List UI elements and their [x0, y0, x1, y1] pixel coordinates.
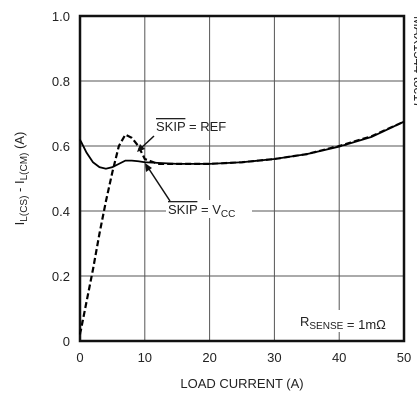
y-tick-label: 0	[63, 334, 70, 349]
y-axis-label-part: - I	[12, 180, 27, 195]
y-tick-label: 0.4	[52, 204, 70, 219]
plot-frame	[78, 14, 406, 343]
annotation-rsense: RSENSE = 1mΩ	[300, 314, 386, 332]
y-axis-label-part: I	[12, 222, 27, 226]
y-tick-label: 0.6	[52, 139, 70, 154]
x-tick-label: 20	[202, 350, 216, 365]
annotation-part: SKIP	[168, 202, 197, 217]
y-axis-label-part: (A)	[12, 132, 27, 153]
annotation-part: R	[300, 314, 309, 329]
annotation-bg	[166, 200, 252, 218]
x-tick-label: 40	[332, 350, 346, 365]
annotation-part: CC	[221, 209, 235, 220]
arrow-head	[145, 163, 152, 172]
x-tick-label: 10	[138, 350, 152, 365]
annotation-part: MAX1544 toc17	[411, 16, 417, 109]
x-axis-label: LOAD CURRENT (A)	[180, 376, 303, 391]
x-tick-label: 30	[267, 350, 281, 365]
series-line	[79, 120, 405, 170]
annotation-toc: MAX1544 toc17	[411, 16, 417, 109]
y-tick-label: 1.0	[52, 9, 70, 24]
annotation-bg	[296, 310, 398, 332]
y-axis-label-part: L(CM)	[19, 153, 30, 181]
annotation-part: SKIP	[156, 119, 185, 134]
annotation-part: = 1mΩ	[343, 317, 386, 332]
annotation-skip-ref: SKIP = REF	[156, 119, 226, 134]
annotation-part: = REF	[185, 119, 226, 134]
arrow-head	[137, 144, 145, 152]
annotation-skip-vcc: SKIP = VCC	[168, 202, 235, 220]
y-tick-label: 0.8	[52, 74, 70, 89]
x-tick-label: 0	[76, 350, 83, 365]
y-axis-label: IL(CS) - IL(CM) (A)	[12, 132, 30, 226]
annotation-part: SENSE	[309, 321, 343, 332]
y-tick-label: 0.2	[52, 269, 70, 284]
series-line	[78, 120, 405, 335]
annotation-part: = V	[197, 202, 221, 217]
x-tick-label: 50	[397, 350, 411, 365]
y-axis-label-part: L(CS)	[19, 196, 30, 222]
annotation-arrow	[146, 165, 171, 202]
